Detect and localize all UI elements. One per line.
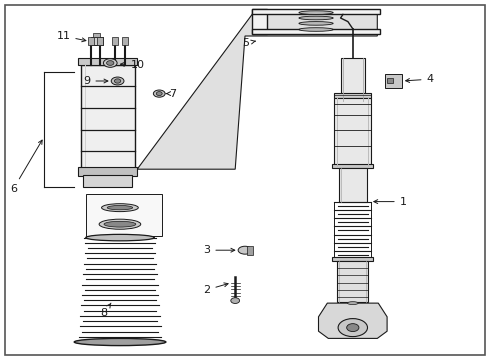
Bar [78,58,137,65]
Polygon shape [137,11,377,169]
Text: 7: 7 [166,89,176,99]
Bar [385,74,402,88]
Bar [247,246,253,255]
Ellipse shape [104,221,136,227]
Ellipse shape [299,16,333,20]
Text: 8: 8 [100,303,111,318]
Ellipse shape [338,319,368,337]
Bar [88,37,94,45]
Ellipse shape [231,298,240,303]
Bar [83,175,132,187]
Text: 10: 10 [121,60,145,70]
Ellipse shape [299,28,333,31]
Bar [332,164,373,168]
Ellipse shape [299,22,333,25]
Ellipse shape [74,338,166,346]
Bar [93,33,100,37]
Bar [341,58,365,101]
Ellipse shape [101,204,138,212]
Text: 11: 11 [56,31,86,42]
Bar [91,37,103,45]
Bar [81,65,135,169]
Polygon shape [252,29,380,34]
Bar [78,167,137,176]
Text: 6: 6 [10,140,42,194]
Ellipse shape [107,206,133,210]
Bar [98,37,103,45]
Bar [332,257,373,261]
Bar [339,168,367,202]
Ellipse shape [86,234,154,241]
Polygon shape [252,9,380,14]
Bar [122,37,128,45]
Ellipse shape [111,77,124,85]
Ellipse shape [107,61,114,66]
Bar [337,261,368,302]
Text: 2: 2 [203,283,228,295]
Text: 9: 9 [83,76,108,86]
Bar [112,37,118,45]
Bar [387,78,393,83]
Ellipse shape [347,302,358,305]
Polygon shape [252,9,267,34]
Text: 1: 1 [374,197,407,207]
Bar [334,98,371,167]
Ellipse shape [238,246,252,254]
Bar [86,194,162,236]
Ellipse shape [115,79,121,83]
Text: 4: 4 [406,74,434,84]
Ellipse shape [103,59,117,67]
Ellipse shape [299,11,333,14]
Ellipse shape [153,90,165,97]
Text: 3: 3 [203,245,235,255]
Bar [334,93,371,98]
Text: 5: 5 [243,38,255,48]
Ellipse shape [99,219,141,229]
Ellipse shape [346,324,359,332]
Ellipse shape [156,92,162,96]
Polygon shape [318,303,387,338]
